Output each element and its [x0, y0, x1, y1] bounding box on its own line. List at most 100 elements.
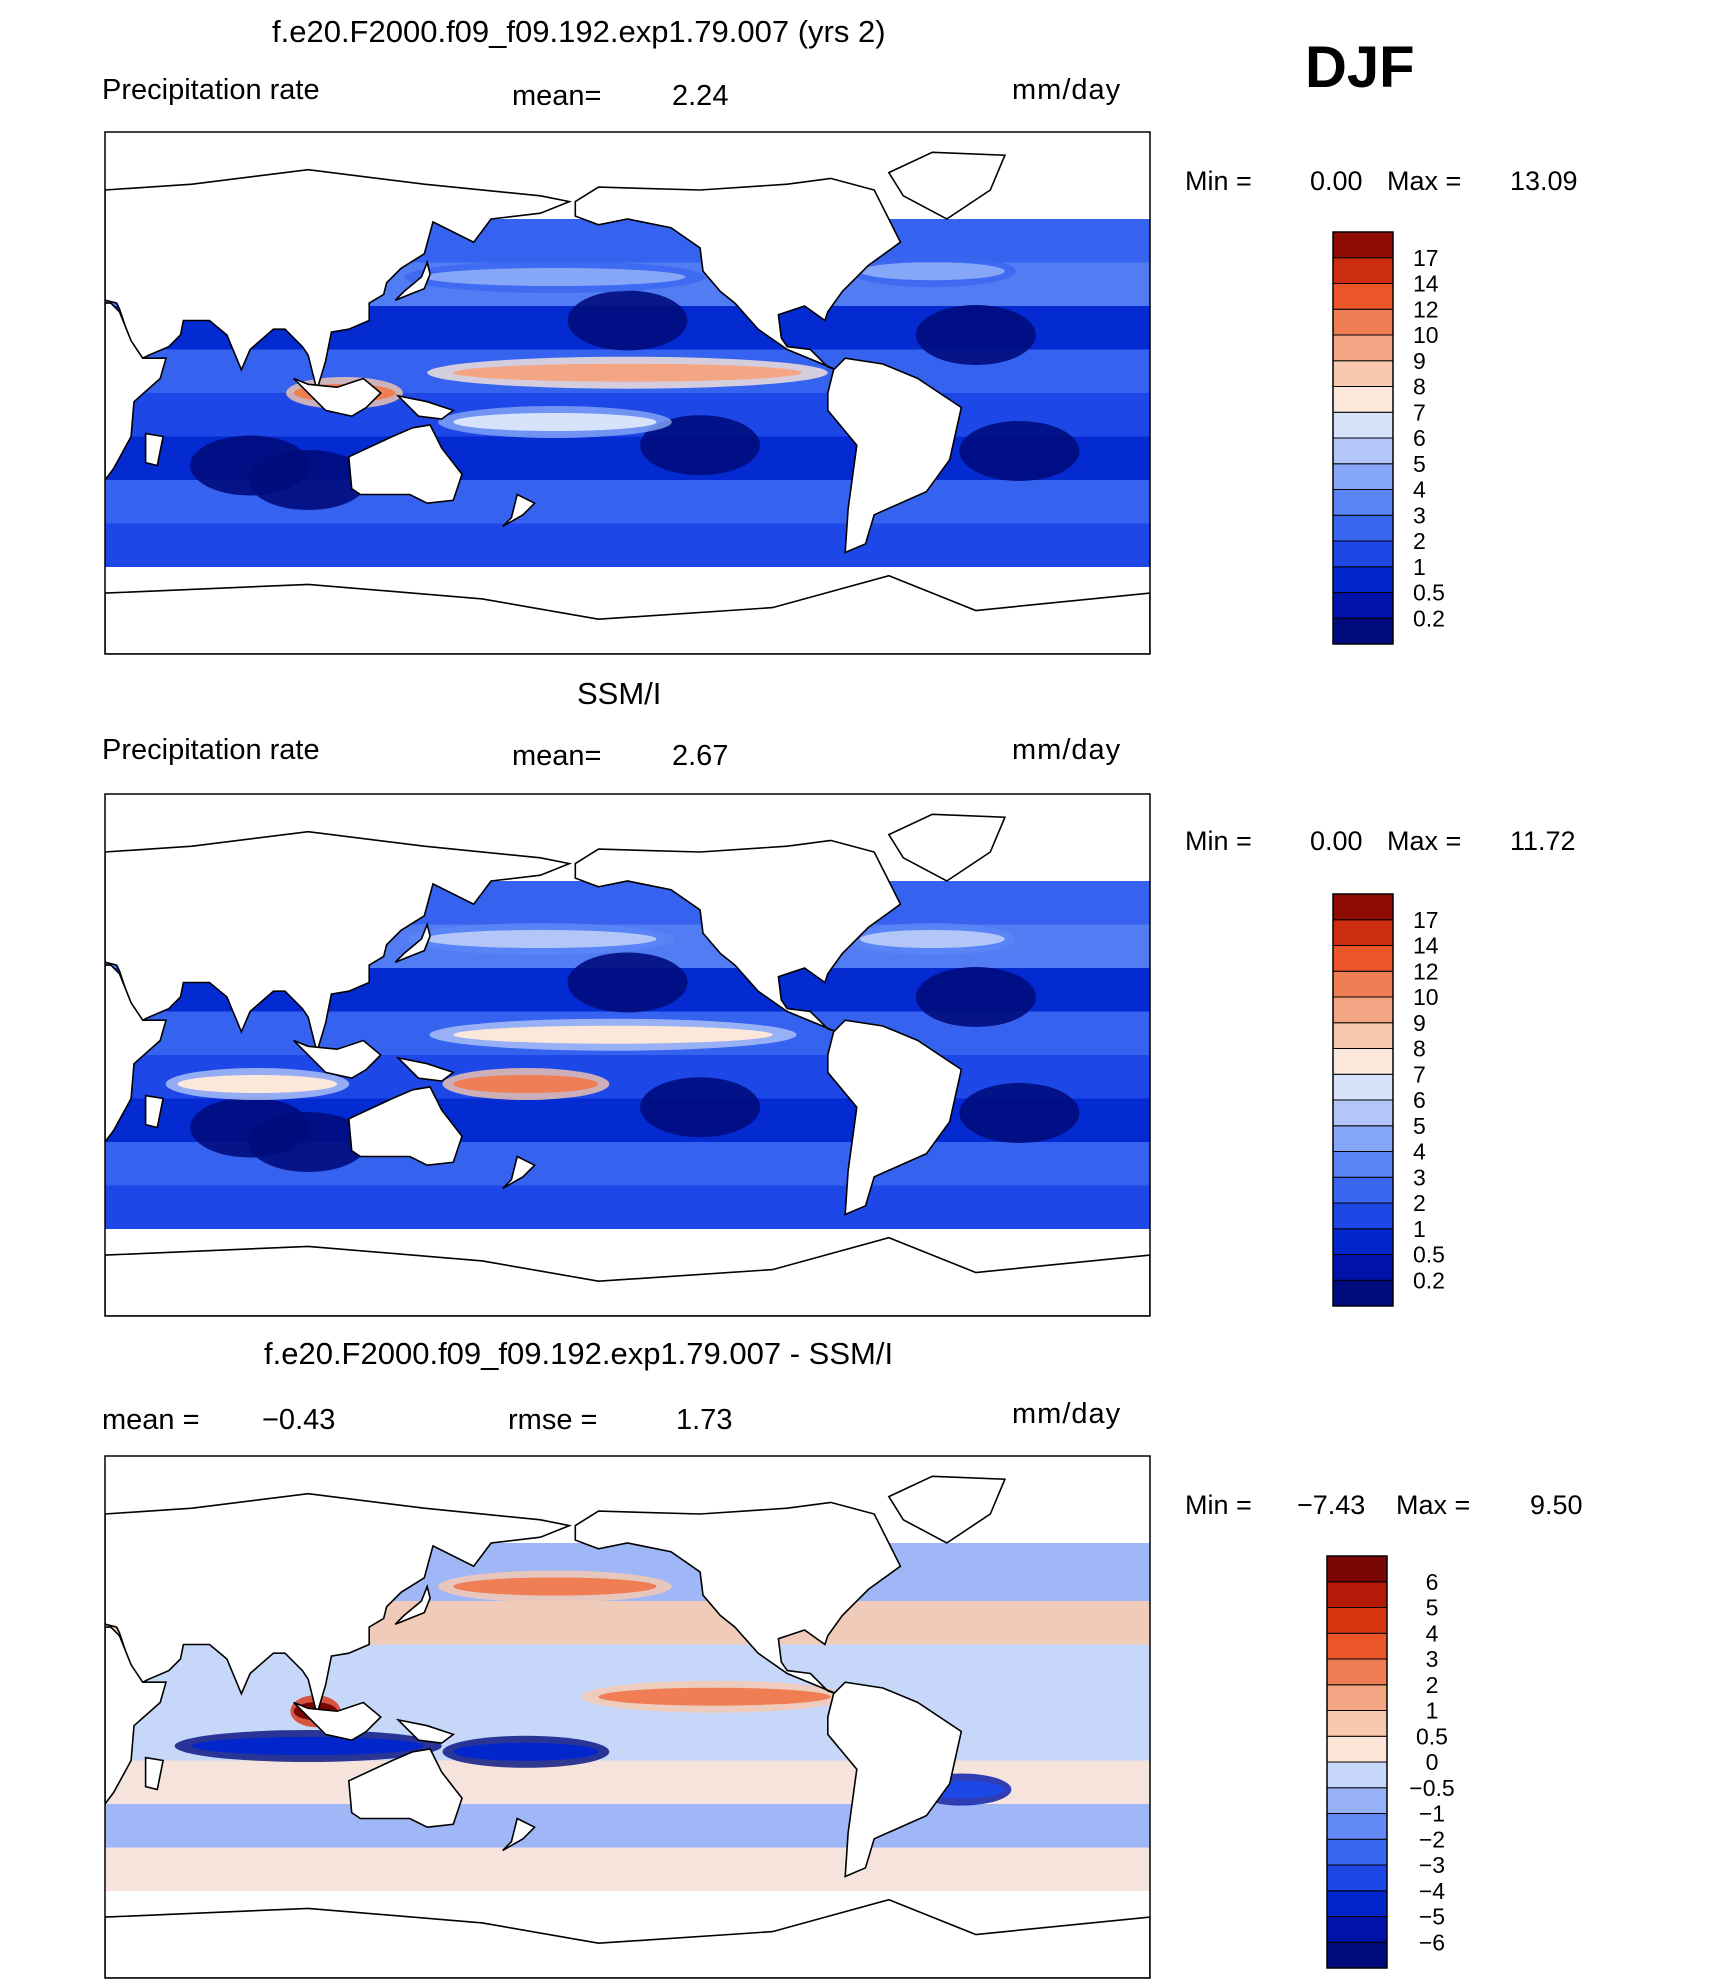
- colorbar-swatch: [1332, 970, 1394, 998]
- colorbar-tick-label: 2: [1413, 528, 1426, 554]
- panel1-mean-value: 2.24: [672, 80, 729, 112]
- colorbar-tick-label: 6: [1426, 1569, 1439, 1595]
- colorbar-tick-label: 4: [1426, 1620, 1439, 1646]
- panel3-max-label: Max =: [1396, 1490, 1471, 1520]
- colorbar-frame: [1326, 1555, 1388, 1969]
- colorbar-swatch: [1332, 386, 1394, 413]
- panel1-max-value: 13.09: [1510, 166, 1578, 196]
- panel1-min-value: 0.00: [1310, 166, 1363, 196]
- colorbar-swatch: [1326, 1555, 1388, 1583]
- colorbar-swatch: [1332, 411, 1394, 439]
- colorbar-tick-label: −3: [1419, 1852, 1445, 1878]
- colorbar-swatch: [1332, 919, 1394, 946]
- colorbar-swatch: [1326, 1710, 1388, 1737]
- colorbar-swatch: [1326, 1735, 1388, 1763]
- panel1-mean-label: mean=: [512, 80, 602, 112]
- colorbar-tick-label: 3: [1413, 502, 1426, 528]
- map-field-3: [105, 1475, 1150, 1978]
- colorbar-swatch: [1332, 1254, 1394, 1281]
- colorbar-tick-label: 5: [1426, 1595, 1439, 1621]
- panel3-mean-label: mean =: [102, 1404, 200, 1436]
- colorbar-tick-label: 8: [1413, 1036, 1426, 1062]
- colorbar-frame: [1332, 231, 1394, 645]
- continent-new-zealand: [502, 1155, 536, 1190]
- colorbar-swatch: [1332, 514, 1394, 542]
- panel3-max-value: 9.50: [1530, 1490, 1583, 1520]
- colorbar-tick-label: 0: [1426, 1749, 1439, 1775]
- colorbar-swatch: [1332, 996, 1394, 1024]
- colorbar-tick-label: 10: [1413, 984, 1439, 1010]
- colorbar-swatch: [1326, 1761, 1388, 1789]
- continent-africa: [105, 964, 168, 1144]
- colorbar-swatch: [1332, 1125, 1394, 1152]
- colorbar-swatch: [1326, 1581, 1388, 1608]
- colorbar-tick-label: 12: [1413, 296, 1439, 322]
- colorbar-swatch: [1332, 893, 1394, 921]
- colorbar-tick-label: 6: [1413, 1087, 1426, 1113]
- panel3-min-value: −7.43: [1297, 1490, 1366, 1520]
- continent-africa: [105, 302, 168, 482]
- colorbar-swatch: [1332, 308, 1394, 336]
- colorbar-swatch: [1326, 1684, 1388, 1711]
- continent-new-guinea: [395, 1718, 456, 1744]
- continent-greenland: [887, 813, 1007, 882]
- colorbar-swatch: [1332, 360, 1394, 387]
- colorbar-swatch: [1326, 1864, 1388, 1892]
- colorbar-tick-label: 2: [1426, 1672, 1439, 1698]
- colorbar-tick-label: −6: [1419, 1929, 1445, 1955]
- panel3-rmse-value: 1.73: [676, 1404, 733, 1436]
- panel1-variable-label: Precipitation rate: [102, 74, 320, 106]
- colorbar-tick-label: −0.5: [1409, 1775, 1454, 1801]
- panel3-rmse-label: rmse =: [508, 1404, 598, 1436]
- colorbar-tick-label: 5: [1413, 451, 1426, 477]
- colorbar-tick-label: 0.5: [1416, 1723, 1448, 1749]
- colorbar-swatch: [1326, 1787, 1388, 1814]
- continent-indonesia: [293, 1039, 382, 1080]
- zonal-band: [105, 1185, 1150, 1229]
- feature-core: [859, 930, 1005, 948]
- panel2-max-value: 11.72: [1510, 826, 1576, 856]
- colorbar-swatch: [1332, 566, 1394, 593]
- dry-zone: [915, 305, 1036, 365]
- feature-core: [598, 1687, 831, 1706]
- panel2-min-value: 0.00: [1310, 826, 1363, 856]
- colorbar-tick-label: 0.2: [1413, 605, 1445, 631]
- continent-south-america: [827, 1681, 963, 1878]
- panel2-units: mm/day: [1012, 734, 1122, 766]
- continent-australia: [347, 1086, 463, 1167]
- panel2-min-label: Min =: [1185, 826, 1252, 856]
- panel1-max-label: Max =: [1387, 166, 1462, 196]
- continent-north-america: [574, 1501, 902, 1695]
- colorbar-swatch: [1326, 1632, 1388, 1660]
- colorbar-swatch: [1332, 489, 1394, 516]
- dry-zone: [959, 1083, 1080, 1143]
- colorbar-tick-label: 7: [1413, 1061, 1426, 1087]
- panel2-title: SSM/I: [577, 676, 662, 711]
- continent-eurasia: [105, 1492, 573, 1718]
- colorbar-swatch: [1332, 1279, 1394, 1307]
- continent-australia: [347, 424, 463, 505]
- colorbar-tick-label: 14: [1413, 271, 1439, 297]
- continent-antarctica: [105, 1236, 1150, 1316]
- colorbar-tick-label: 3: [1426, 1646, 1439, 1672]
- feature-core: [424, 268, 686, 286]
- colorbar-swatch: [1332, 945, 1394, 972]
- continent-north-america: [574, 177, 902, 371]
- colorbar-tick-label: 9: [1413, 348, 1426, 374]
- feature-core: [453, 1742, 599, 1761]
- colorbar-swatch: [1326, 1838, 1388, 1866]
- colorbar-swatch: [1326, 1607, 1388, 1634]
- colorbar-swatch: [1326, 1890, 1388, 1917]
- feature-core: [453, 363, 802, 382]
- colorbar-tick-label: 0.2: [1413, 1267, 1445, 1293]
- map-panel-2: [104, 793, 1151, 1317]
- colorbar-swatch: [1332, 1151, 1394, 1178]
- feature-core: [453, 413, 657, 431]
- map-panel-3: [104, 1455, 1151, 1979]
- colorbar-tick-label: 6: [1413, 425, 1426, 451]
- continent-greenland: [887, 151, 1007, 220]
- colorbar-swatch: [1332, 617, 1394, 645]
- continent-madagascar: [144, 1094, 165, 1129]
